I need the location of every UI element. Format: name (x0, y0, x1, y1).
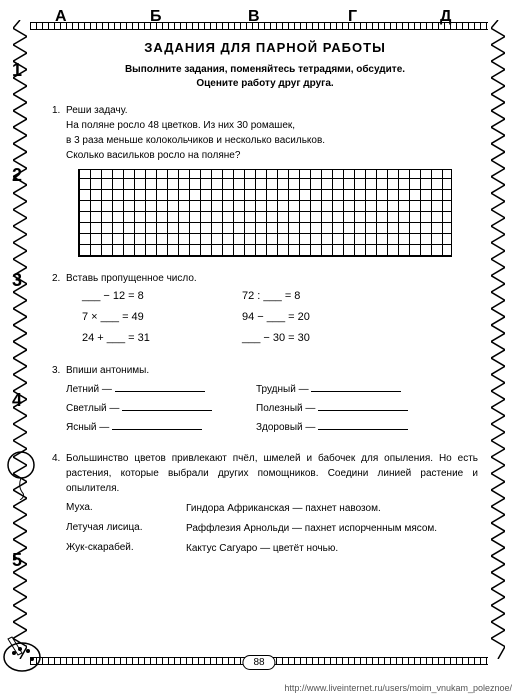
side-number: 5 (6, 550, 28, 571)
task-number: 4. (52, 451, 66, 466)
blank-line[interactable] (318, 429, 408, 430)
page-number: 88 (242, 655, 275, 670)
side-number: 1 (6, 60, 28, 81)
side-number: 2 (6, 165, 28, 186)
task-number: 3. (52, 363, 66, 378)
antonyms-right: Трудный — Полезный — Здоровый — (256, 380, 446, 437)
antonym-label: Летний — (66, 384, 112, 395)
top-letter: Г (348, 8, 357, 26)
border-right (482, 20, 514, 659)
blank-line[interactable] (115, 391, 205, 392)
subtitle-line2: Оцените работу друг друга. (196, 78, 333, 89)
page-title: ЗАДАНИЯ ДЛЯ ПАРНОЙ РАБОТЫ (52, 40, 478, 55)
blank-line[interactable] (318, 410, 408, 411)
task4-body: Большинство цветов привлекают пчёл, шмел… (66, 453, 478, 494)
equation[interactable]: ___ − 30 = 30 (242, 328, 402, 349)
source-url: http://www.liveinternet.ru/users/moim_vn… (284, 683, 512, 693)
top-letter: В (248, 8, 260, 26)
equation[interactable]: 94 − ___ = 20 (242, 307, 402, 328)
blank-line[interactable] (112, 429, 202, 430)
equation[interactable]: 24 + ___ = 31 (82, 328, 242, 349)
equations-right: 72 : ___ = 8 94 − ___ = 20 ___ − 30 = 30 (242, 286, 402, 349)
top-letter: А (55, 8, 67, 26)
answer-grid[interactable] (78, 169, 452, 257)
antonym-label: Ясный — (66, 422, 109, 433)
match-right: Кактус Сагуаро — цветёт ночью. (186, 542, 478, 556)
equation[interactable]: 7 × ___ = 49 (82, 307, 242, 328)
match-right: Гиндора Африканская — пахнет навозом. (186, 502, 478, 516)
task1-head: Реши задачу. (66, 105, 128, 116)
equations-left: ___ − 12 = 8 7 × ___ = 49 24 + ___ = 31 (82, 286, 242, 349)
task-4: 4.Большинство цветов привлекают пчёл, шм… (52, 451, 478, 556)
antonym-label: Трудный — (256, 384, 309, 395)
content: ЗАДАНИЯ ДЛЯ ПАРНОЙ РАБОТЫ Выполните зада… (52, 40, 478, 644)
match-right: Раффлезия Арнольди — пахнет испорченным … (186, 522, 478, 536)
top-letter: Б (150, 8, 162, 26)
balloon-icon (4, 450, 38, 500)
task3-head: Впиши антонимы. (66, 365, 149, 376)
subtitle-line1: Выполните задания, поменяйтесь тетрадями… (125, 64, 405, 75)
equation[interactable]: ___ − 12 = 8 (82, 286, 242, 307)
match-row[interactable]: Жук-скарабей. Кактус Сагуаро — цветёт но… (66, 542, 478, 556)
match-left: Муха. (66, 502, 186, 516)
blank-line[interactable] (311, 391, 401, 392)
side-number: 3 (6, 270, 28, 291)
border-top: А Б В Г Д (30, 8, 488, 30)
match-row[interactable]: Летучая лисица. Раффлезия Арнольди — пах… (66, 522, 478, 536)
task-1: 1.Реши задачу. На поляне росло 48 цветко… (52, 103, 478, 257)
antonym-label: Здоровый — (256, 422, 315, 433)
match-row[interactable]: Муха. Гиндора Африканская — пахнет навоз… (66, 502, 478, 516)
antonym-label: Полезный — (256, 403, 315, 414)
palette-icon (2, 635, 42, 675)
equation[interactable]: 72 : ___ = 8 (242, 286, 402, 307)
antonym-label: Светлый — (66, 403, 119, 414)
task-number: 2. (52, 271, 66, 286)
subtitle: Выполните задания, поменяйтесь тетрадями… (52, 63, 478, 91)
task1-l3: Сколько васильков росло на поляне? (66, 150, 240, 161)
zigzag-right (491, 20, 505, 659)
side-number: 4 (6, 390, 28, 411)
antonyms-left: Летний — Светлый — Ясный — (66, 380, 256, 437)
task-3: 3.Впиши антонимы. Летний — Светлый — Ясн… (52, 363, 478, 437)
task1-l1: На поляне росло 48 цветков. Из них 30 ро… (66, 120, 295, 131)
blank-line[interactable] (122, 410, 212, 411)
task-2: 2.Вставь пропущенное число. ___ − 12 = 8… (52, 271, 478, 349)
task-number: 1. (52, 103, 66, 118)
task2-head: Вставь пропущенное число. (66, 273, 197, 284)
task1-l2: в 3 раза меньше колокольчиков и нескольк… (66, 135, 325, 146)
border-left: 1 2 3 4 5 (4, 20, 36, 659)
match-left: Летучая лисица. (66, 522, 186, 536)
match-left: Жук-скарабей. (66, 542, 186, 556)
top-letter: Д (440, 8, 451, 26)
